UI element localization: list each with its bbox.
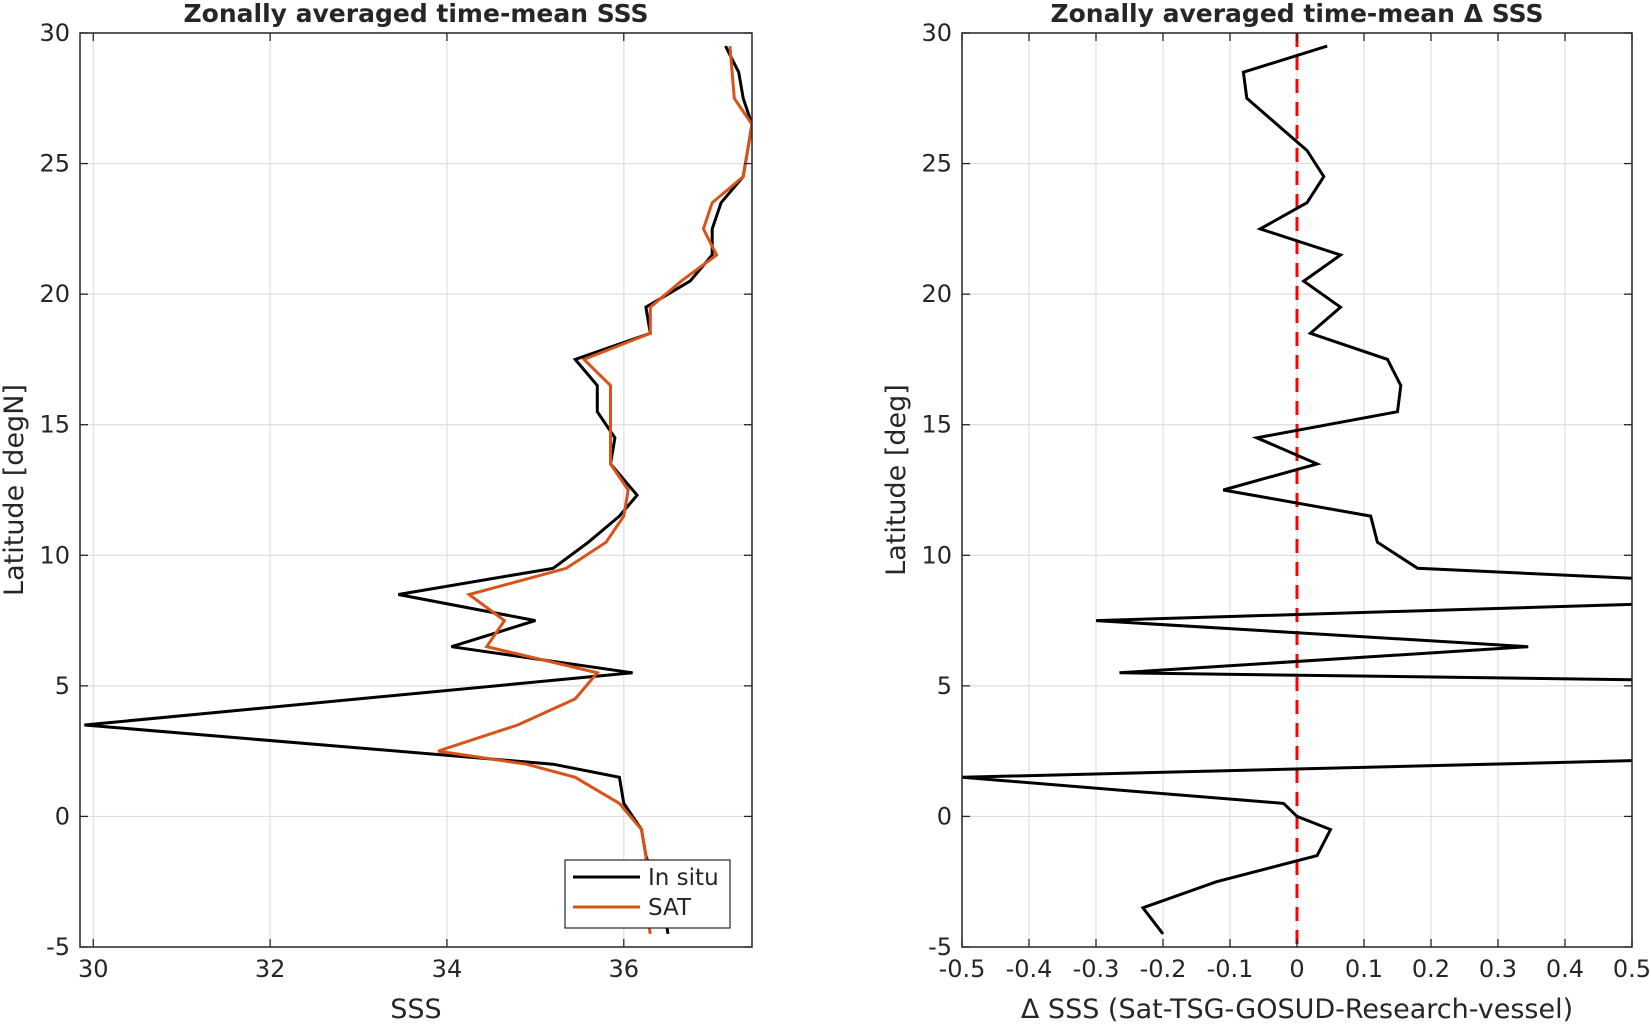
delta-sss-y-tick-label: 10 [921,541,952,569]
sss-y-tick-label: -5 [46,933,70,961]
delta-sss-chart-title: Zonally averaged time-mean Δ SSS [1051,0,1544,28]
delta-sss-x-tick-label: -0.1 [1207,955,1254,983]
delta-sss-x-tick-label: -0.3 [1073,955,1120,983]
sss-x-tick-label: 34 [432,955,463,983]
sss-y-tick-label: 0 [55,802,70,830]
delta-sss-series-line-delta [962,44,1632,935]
sss-y-tick-label: 15 [39,411,70,439]
delta-sss-y-tick-label: 5 [937,672,952,700]
legend-label-in-situ: In situ [648,865,719,891]
sss-y-tick-label: 20 [39,280,70,308]
sss-y-tick-label: 10 [39,541,70,569]
delta-sss-y-tick-label: 15 [921,411,952,439]
sss-series-group [84,45,752,935]
sss-series-line-in-situ [84,45,752,935]
delta-sss-panel: -0.5 -0.4 -0.3 -0.2 -0.1 0 0.1 0.2 0.3 0.4 0.5 -5 0 5… [881,0,1651,1025]
delta-sss-x-tick-label: 0.4 [1546,955,1584,983]
delta-sss-x-tick-label: 0.5 [1613,955,1651,983]
sss-panel: 30 32 34 36 -5 0 5 10 15 20 25 30 Zonally averaged … [0,0,753,1025]
delta-sss-x-tick-label: 0 [1289,955,1304,983]
delta-sss-y-tick-label: -5 [928,933,952,961]
sss-x-tick-label: 30 [78,955,109,983]
delta-sss-y-tick-label: 0 [937,802,952,830]
delta-sss-ticks: -0.5 -0.4 -0.3 -0.2 -0.1 0 0.1 0.2 0.3 0.4 0.5 -5 0 5… [921,19,1651,983]
sss-series-line-sat [437,45,752,935]
legend-label-sat: SAT [648,895,692,921]
sss-x-axis-label: SSS [390,994,441,1025]
sss-x-tick-label: 36 [609,955,640,983]
sss-grid [80,32,752,948]
sss-legend: In situ SAT [564,859,731,929]
delta-sss-x-tick-label: -0.2 [1140,955,1187,983]
sss-axes-frame [79,32,753,948]
delta-sss-series-group [962,33,1632,947]
delta-sss-x-tick-label: 0.1 [1345,955,1383,983]
sss-y-tick-label: 30 [39,19,70,47]
sss-chart-title: Zonally averaged time-mean SSS [184,0,649,28]
delta-sss-y-tick-label: 20 [921,280,952,308]
sss-ticks: 30 32 34 36 -5 0 5 10 15 20 25 30 [39,19,752,983]
delta-sss-x-axis-label: Δ SSS (Sat-TSG-GOSUD-Research-vessel) [1021,994,1573,1025]
delta-sss-y-tick-label: 30 [921,19,952,47]
delta-sss-y-tick-label: 25 [921,150,952,178]
delta-sss-x-tick-label: -0.5 [939,955,986,983]
sss-x-tick-label: 32 [255,955,286,983]
delta-sss-x-tick-label: 0.2 [1412,955,1450,983]
legend-box [564,859,731,929]
delta-sss-x-tick-label: 0.3 [1479,955,1517,983]
sss-y-axis-label: Latitude [degN] [0,384,30,596]
sss-y-tick-label: 25 [39,150,70,178]
sss-y-tick-label: 5 [55,672,70,700]
delta-sss-grid [961,32,1633,948]
delta-sss-y-axis-label: Latitude [deg] [881,384,912,576]
delta-sss-x-tick-label: -0.4 [1006,955,1053,983]
